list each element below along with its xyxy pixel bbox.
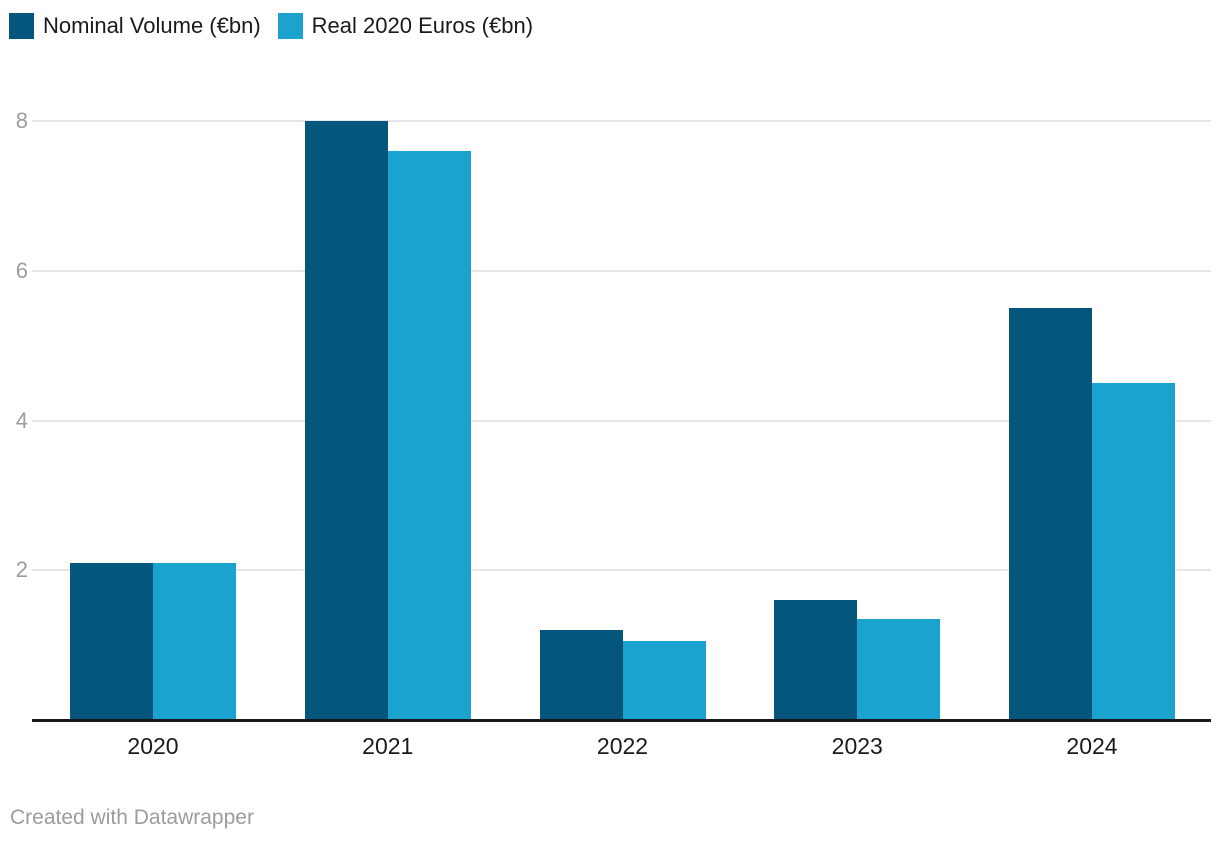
bar-real-2024 xyxy=(1092,383,1175,720)
legend-item-real: Real 2020 Euros (€bn) xyxy=(277,13,534,39)
datawrapper-credit: Created with Datawrapper xyxy=(10,806,254,829)
bar-nominal-2022 xyxy=(539,630,623,720)
y-axis-tick-label: 8 xyxy=(15,108,28,133)
x-axis-label: 2024 xyxy=(1066,733,1118,759)
legend-swatch-real-icon xyxy=(277,13,303,39)
legend-label-real: Real 2020 Euros (€bn) xyxy=(311,13,534,38)
x-axis-baseline xyxy=(32,719,1211,722)
bar-real-2023 xyxy=(857,618,941,720)
legend-label-nominal: Nominal Volume (€bn) xyxy=(43,13,261,38)
bar-nominal-2020 xyxy=(70,562,153,720)
bar-nominal-2024 xyxy=(1009,308,1092,720)
bar-real-2022 xyxy=(622,641,706,720)
gridline-8 xyxy=(32,120,1211,122)
x-axis-label: 2022 xyxy=(596,733,649,759)
x-axis-label: 2021 xyxy=(362,733,414,759)
legend-swatch-nominal-icon xyxy=(9,13,34,39)
gridline-2 xyxy=(32,569,1211,572)
bar-real-2021 xyxy=(387,150,471,720)
gridline-6 xyxy=(32,269,1211,272)
bar-nominal-2021 xyxy=(304,121,388,720)
y-axis-tick-label: 6 xyxy=(15,257,28,283)
gridline-4 xyxy=(32,419,1211,422)
bar-real-2020 xyxy=(153,562,236,720)
y-axis-tick-label: 4 xyxy=(15,407,28,433)
legend-item-nominal: Nominal Volume (€bn) xyxy=(9,13,261,39)
legend: Nominal Volume (€bn) Real 2020 Euros (€b… xyxy=(9,13,533,39)
x-axis-label: 2023 xyxy=(831,733,883,759)
bar-nominal-2023 xyxy=(774,600,858,720)
x-axis-label: 2020 xyxy=(127,733,179,759)
y-axis-tick-label: 2 xyxy=(15,557,28,583)
